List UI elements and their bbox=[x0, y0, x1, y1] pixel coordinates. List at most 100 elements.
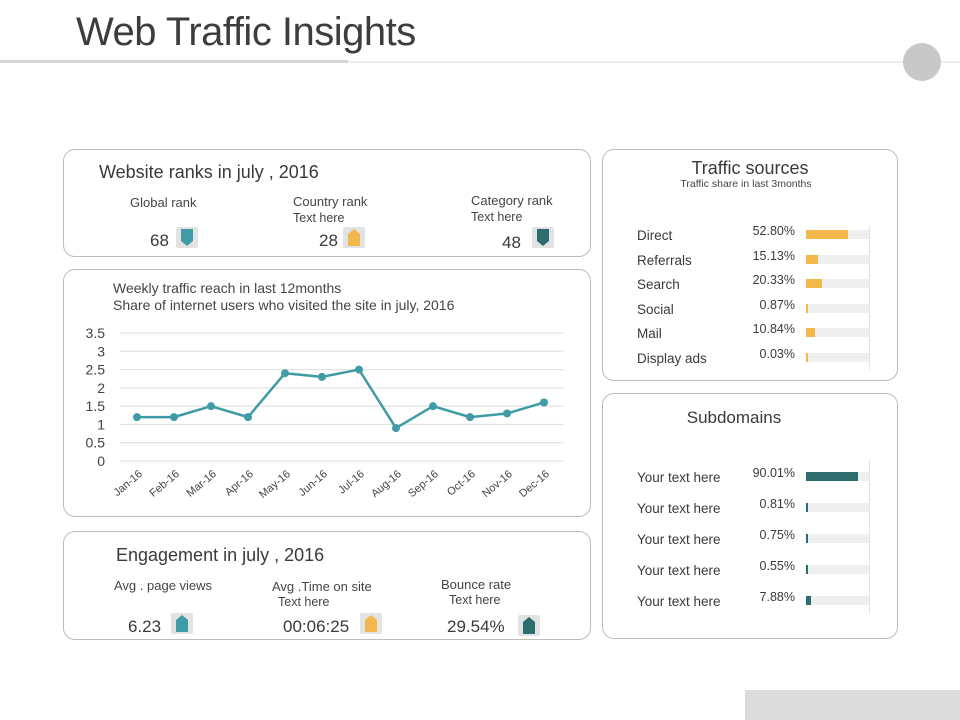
x-tick-label: May-16 bbox=[257, 468, 293, 501]
subdomain-row-percent: 0.55% bbox=[759, 559, 795, 573]
subdomain-row-label: Your text here bbox=[637, 563, 721, 578]
data-point bbox=[133, 413, 141, 422]
arrow-up-icon bbox=[348, 229, 360, 246]
data-point bbox=[207, 402, 215, 411]
traffic-source-bar bbox=[806, 328, 815, 338]
subdomain-bar-track bbox=[806, 565, 869, 574]
subdomain-bar bbox=[806, 596, 811, 605]
y-tick-label: 1.5 bbox=[86, 398, 106, 414]
arrow-up-icon bbox=[365, 615, 377, 632]
country-rank-sub: Text here bbox=[293, 211, 345, 225]
subdomain-row-percent: 0.75% bbox=[759, 528, 795, 542]
traffic-source-bar-track bbox=[806, 230, 869, 239]
traffic-source-row-percent: 10.84% bbox=[752, 322, 795, 337]
page-views-badge bbox=[171, 613, 193, 634]
traffic-source-bar-track bbox=[806, 303, 869, 313]
subdomain-row-label: Your text here bbox=[637, 532, 721, 547]
traffic-source-row-label: Search bbox=[637, 277, 680, 293]
subdomain-row-percent: 7.88% bbox=[759, 590, 795, 604]
traffic-source-row-label: Mail bbox=[637, 326, 662, 342]
country-rank-label: Country rank bbox=[293, 194, 368, 209]
x-tick-label: Jan-16 bbox=[111, 468, 144, 499]
category-rank-badge bbox=[532, 227, 554, 248]
chart-subtitle: Share of internet users who visited the … bbox=[113, 297, 455, 313]
data-point bbox=[466, 413, 474, 422]
data-point bbox=[318, 372, 326, 381]
traffic-source-bar bbox=[806, 254, 819, 264]
data-point bbox=[355, 365, 363, 374]
x-tick-label: Aug-16 bbox=[369, 468, 404, 500]
subdomain-row-label: Your text here bbox=[637, 470, 721, 485]
subdomains-axis-line bbox=[869, 460, 870, 614]
x-tick-label: Sep-16 bbox=[406, 468, 441, 500]
arrow-down-icon bbox=[181, 229, 193, 246]
country-rank-badge bbox=[343, 227, 365, 248]
x-tick-label: Jul-16 bbox=[336, 468, 367, 496]
subdomain-bar-track bbox=[806, 503, 869, 512]
subdomain-bar bbox=[806, 472, 859, 481]
traffic-source-row-label: Referrals bbox=[637, 252, 692, 268]
subdomain-row-percent: 0.81% bbox=[759, 497, 795, 511]
decorative-circle bbox=[903, 43, 941, 81]
traffic-reach-panel: Weekly traffic reach in last 12months Sh… bbox=[63, 269, 591, 517]
ranks-panel: Website ranks in july , 2016 Global rank… bbox=[63, 149, 591, 257]
traffic-source-row-percent: 0.87% bbox=[759, 297, 795, 312]
traffic-source-row-percent: 20.33% bbox=[752, 273, 795, 288]
arrow-up-icon bbox=[176, 615, 188, 632]
x-tick-label: Dec-16 bbox=[517, 468, 552, 500]
global-rank-label: Global rank bbox=[130, 195, 197, 210]
y-tick-label: 0 bbox=[97, 453, 105, 469]
arrow-down-icon bbox=[537, 229, 549, 246]
subdomains-panel: Subdomains Your text here 90.01% Your text… bbox=[602, 393, 898, 639]
traffic-source-bar bbox=[806, 353, 808, 362]
x-tick-label: Feb-16 bbox=[148, 468, 182, 500]
y-tick-label: 2.5 bbox=[86, 362, 106, 378]
traffic-source-row-label: Display ads bbox=[637, 351, 707, 366]
bounce-rate-label: Bounce rate bbox=[441, 577, 512, 592]
traffic-axis-line bbox=[869, 226, 870, 370]
y-tick-label: 0.5 bbox=[86, 435, 106, 451]
subdomain-bar-track bbox=[806, 596, 869, 605]
data-point bbox=[392, 424, 400, 433]
chart-title: Weekly traffic reach in last 12months bbox=[113, 280, 342, 296]
subdomain-bar bbox=[806, 565, 808, 574]
traffic-source-row-label: Social bbox=[637, 301, 674, 317]
engagement-panel: Engagement in july , 2016 Avg . page vie… bbox=[63, 531, 591, 640]
engagement-title: Engagement in july , 2016 bbox=[116, 545, 325, 565]
traffic-source-bar bbox=[806, 303, 808, 313]
traffic-source-row-percent: 15.13% bbox=[752, 248, 795, 263]
subdomain-row-percent: 90.01% bbox=[752, 466, 795, 480]
data-point bbox=[503, 409, 511, 418]
title-rule bbox=[348, 61, 960, 63]
subdomain-row-label: Your text here bbox=[637, 501, 721, 516]
title-underline bbox=[0, 60, 348, 63]
ranks-title: Website ranks in july , 2016 bbox=[99, 162, 319, 182]
x-tick-label: Oct-16 bbox=[445, 468, 478, 498]
time-on-site-sub: Text here bbox=[278, 595, 330, 609]
subdomains-title: Subdomains bbox=[686, 408, 782, 427]
data-point bbox=[281, 369, 289, 378]
x-tick-label: Jun-16 bbox=[296, 468, 329, 499]
traffic-sources-subtitle: Traffic share in last 3months bbox=[680, 178, 812, 190]
traffic-source-row-percent: 0.03% bbox=[759, 347, 795, 361]
traffic-sources-title: Traffic sources bbox=[691, 158, 809, 178]
time-on-site-label: Avg .Time on site bbox=[272, 579, 372, 594]
global-rank-badge bbox=[176, 227, 198, 248]
data-point bbox=[244, 413, 252, 422]
y-tick-label: 2 bbox=[97, 380, 105, 396]
traffic-source-row-label: Direct bbox=[637, 228, 673, 243]
y-tick-label: 3 bbox=[97, 343, 105, 359]
traffic-source-bar-track bbox=[806, 353, 869, 362]
subdomain-bar-track bbox=[806, 534, 869, 543]
traffic-source-bar-track bbox=[806, 254, 869, 264]
time-on-site-value: 00:06:25 bbox=[283, 617, 350, 636]
bounce-rate-badge bbox=[518, 615, 540, 636]
y-tick-label: 1 bbox=[97, 416, 105, 432]
subdomain-bar-track bbox=[806, 472, 869, 481]
subdomain-bar bbox=[806, 534, 808, 543]
traffic-sources-panel: Traffic sources Traffic share in last 3m… bbox=[602, 149, 898, 381]
arrow-up-icon bbox=[523, 617, 535, 634]
series-line bbox=[137, 368, 545, 430]
category-rank-value: 48 bbox=[502, 233, 521, 252]
y-tick-label: 3.5 bbox=[86, 325, 106, 341]
